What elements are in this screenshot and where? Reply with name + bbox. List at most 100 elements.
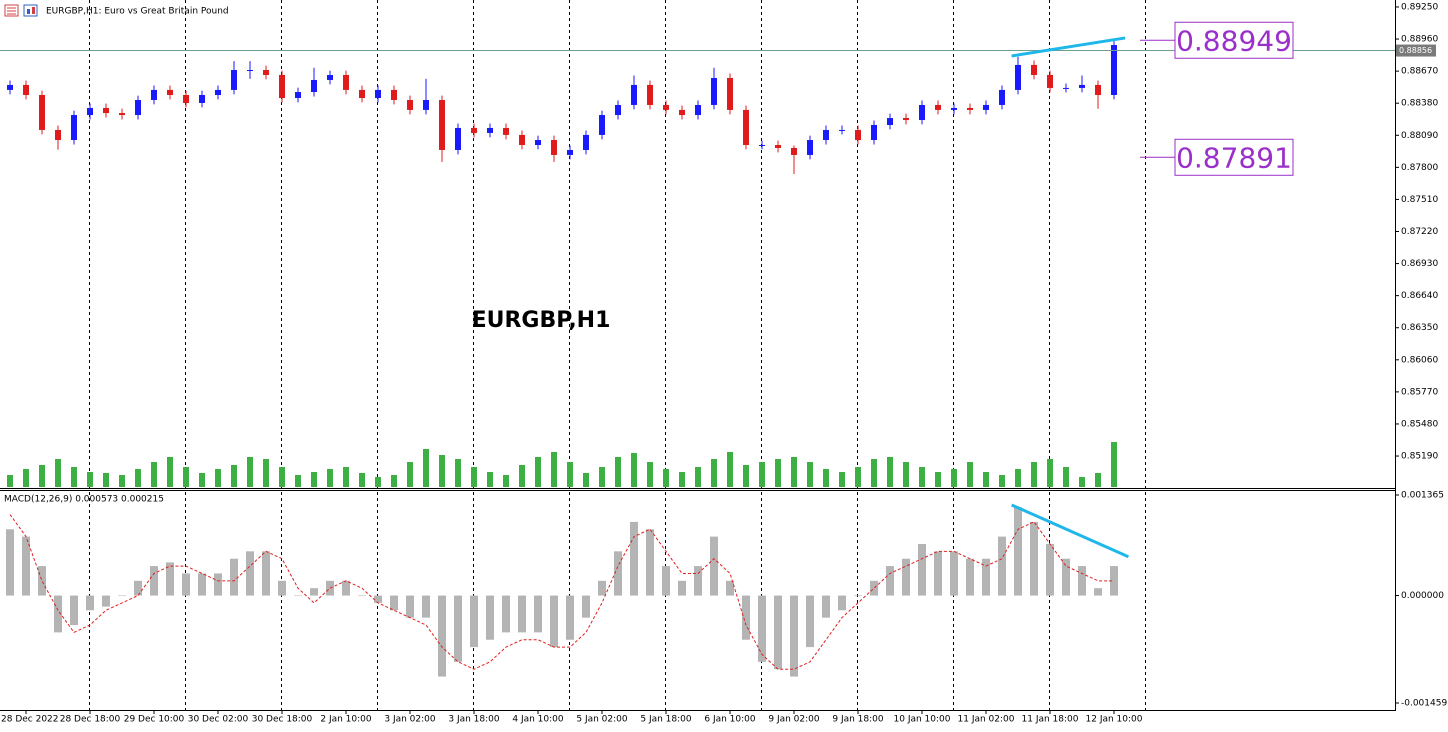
- candle-body: [679, 109, 685, 116]
- candle-body: [839, 129, 845, 131]
- volume-bar: [1047, 459, 1053, 487]
- volume-bar: [599, 467, 605, 487]
- histogram-bar: [342, 580, 350, 596]
- histogram-bar: [86, 595, 94, 611]
- candle-body: [487, 127, 493, 133]
- histogram-bar: [694, 566, 702, 596]
- candle-body: [135, 99, 141, 116]
- volume-bar: [551, 452, 557, 487]
- y-tick-label: 0.85190: [1401, 452, 1438, 462]
- candle-body: [167, 89, 173, 96]
- volume-bar: [423, 449, 429, 487]
- candle-body: [263, 70, 269, 75]
- volume-bar: [487, 472, 493, 487]
- histogram-bar: [774, 595, 782, 670]
- histogram-bar: [726, 580, 734, 596]
- y-tick-label: 0.85770: [1401, 387, 1438, 397]
- volume-bar: [455, 459, 461, 487]
- candle-body: [119, 113, 125, 116]
- x-tick-label: 5 Jan 18:00: [640, 715, 692, 725]
- candle-body: [871, 124, 877, 141]
- histogram-bar: [150, 566, 158, 596]
- volume-bar: [279, 467, 285, 487]
- histogram-bar: [326, 580, 334, 596]
- candle-body: [935, 104, 941, 110]
- candle-body: [311, 79, 317, 93]
- signal-line: [9, 514, 1114, 670]
- volume-bar: [1095, 473, 1101, 487]
- volume-bar: [311, 472, 317, 487]
- y-tick-label: 0.88670: [1401, 67, 1438, 77]
- volume-bar: [1079, 477, 1085, 487]
- macd-title: MACD(12,26,9) 0.000573 0.000215: [4, 495, 164, 505]
- histogram-bar: [534, 595, 542, 633]
- volume-bar: [583, 473, 589, 487]
- volume-bar: [231, 465, 237, 487]
- volume-bar: [967, 462, 973, 487]
- histogram-bar: [54, 595, 62, 633]
- volume-bar: [503, 475, 509, 487]
- candle-body: [1047, 74, 1053, 88]
- candle-body: [567, 149, 573, 155]
- volume-bar: [87, 472, 93, 487]
- volume-bar: [999, 475, 1005, 487]
- volume-bar: [647, 462, 653, 487]
- volume-bar: [199, 473, 205, 487]
- volume-bar: [135, 469, 141, 487]
- candle-body: [599, 115, 605, 135]
- candle-body: [919, 104, 925, 121]
- watermark: EURGBP,H1: [472, 308, 611, 333]
- histogram-bar: [1046, 543, 1054, 596]
- candle-body: [343, 74, 349, 90]
- histogram-bar: [854, 595, 862, 597]
- level-box: [1174, 138, 1294, 176]
- y-tick-label: -0.001459: [1401, 699, 1447, 709]
- volume-bar: [119, 475, 125, 487]
- histogram-bar: [790, 595, 798, 677]
- volume-bar: [471, 467, 477, 487]
- x-tick-label: 30 Dec 18:00: [252, 715, 313, 725]
- histogram-bar: [374, 595, 382, 603]
- candle-body: [1063, 87, 1069, 89]
- volume-bar: [343, 467, 349, 487]
- histogram-bar: [710, 536, 718, 596]
- histogram-bar: [806, 595, 814, 648]
- volume-bar: [823, 469, 829, 487]
- volume-bar: [167, 457, 173, 487]
- level-box: [1174, 21, 1294, 59]
- volume-bar: [295, 475, 301, 487]
- volume-bar: [71, 467, 77, 487]
- trendline: [1011, 36, 1126, 58]
- candle-body: [1079, 84, 1085, 88]
- histogram-bar: [630, 521, 638, 596]
- volume-bar: [391, 475, 397, 487]
- histogram-bar: [902, 558, 910, 596]
- volume-bar: [775, 459, 781, 487]
- histogram-bar: [310, 588, 318, 596]
- volume-bar: [39, 465, 45, 487]
- x-tick-label: 6 Jan 10:00: [704, 715, 756, 725]
- candle-body: [1015, 64, 1021, 90]
- histogram-bar: [918, 543, 926, 596]
- histogram-bar: [950, 551, 958, 596]
- volume-bar: [951, 469, 957, 487]
- volume-bar: [983, 472, 989, 487]
- candle-body: [519, 134, 525, 146]
- volume-bar: [679, 472, 685, 487]
- volume-bar: [711, 459, 717, 487]
- bid-box: [1396, 44, 1436, 57]
- histogram-bar: [230, 558, 238, 596]
- candle-body: [471, 127, 477, 133]
- candle-body: [327, 74, 333, 80]
- histogram-bar: [1030, 521, 1038, 596]
- candle-body: [743, 109, 749, 146]
- histogram-bar: [598, 580, 606, 596]
- candle-body: [71, 115, 77, 141]
- candle-body: [983, 104, 989, 110]
- y-tick-label: 0.89250: [1401, 2, 1438, 12]
- x-tick-label: 5 Jan 02:00: [576, 715, 628, 725]
- candle-body: [807, 140, 813, 155]
- volume-bar: [183, 467, 189, 487]
- candle-body: [503, 127, 509, 135]
